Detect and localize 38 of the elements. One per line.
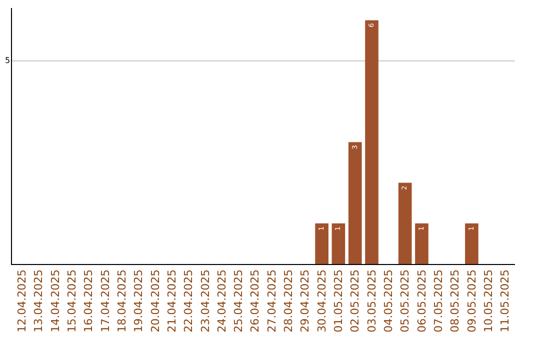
- x-tick-label: 08.05.2025: [448, 269, 462, 332]
- x-tick-label: 13.04.2025: [32, 269, 46, 332]
- x-tick-label: 27.04.2025: [265, 269, 278, 332]
- x-tick-label: 24.04.2025: [215, 269, 228, 332]
- x-tick-label: 29.04.2025: [298, 269, 312, 332]
- x-tick-label: 06.05.2025: [415, 269, 428, 332]
- bar: [348, 142, 362, 264]
- x-tick-label: 15.04.2025: [66, 269, 79, 332]
- bar: [465, 223, 478, 264]
- bar: [315, 223, 328, 264]
- bar: [365, 20, 378, 264]
- x-tick-label: 04.05.2025: [382, 269, 395, 332]
- x-tick-label: 19.04.2025: [132, 269, 146, 332]
- x-tick-label: 02.05.2025: [348, 269, 362, 332]
- bar: [332, 223, 346, 264]
- bar: [415, 223, 428, 264]
- x-tick-label: 18.04.2025: [116, 269, 129, 332]
- x-tick-label: 20.04.2025: [148, 269, 162, 332]
- x-tick-label: 12.04.2025: [16, 269, 29, 332]
- x-tick-label: 10.05.2025: [482, 269, 495, 332]
- x-tick-label: 21.04.2025: [165, 269, 178, 332]
- x-tick-label: 26.04.2025: [248, 269, 262, 332]
- x-tick-label: 28.04.2025: [282, 269, 296, 332]
- bar: [398, 182, 412, 264]
- x-tick-label: 01.05.2025: [332, 269, 346, 332]
- x-tick-label: 17.04.2025: [98, 269, 112, 332]
- x-tick-label: 23.04.2025: [198, 269, 212, 332]
- x-tick-label: 16.04.2025: [82, 269, 96, 332]
- x-tick-label: 22.04.2025: [182, 269, 196, 332]
- x-tick-label: 25.04.2025: [232, 269, 246, 332]
- x-tick-label: 05.05.2025: [398, 269, 412, 332]
- x-tick-label: 09.05.2025: [465, 269, 478, 332]
- x-tick-label: 30.04.2025: [315, 269, 328, 332]
- x-tick-label: 11.05.2025: [498, 269, 512, 332]
- x-tick-label: 07.05.2025: [432, 269, 445, 332]
- x-tick-label: 14.04.2025: [48, 269, 62, 332]
- x-tick-label: 03.05.2025: [365, 269, 378, 332]
- ref-line-label: 5: [5, 56, 10, 65]
